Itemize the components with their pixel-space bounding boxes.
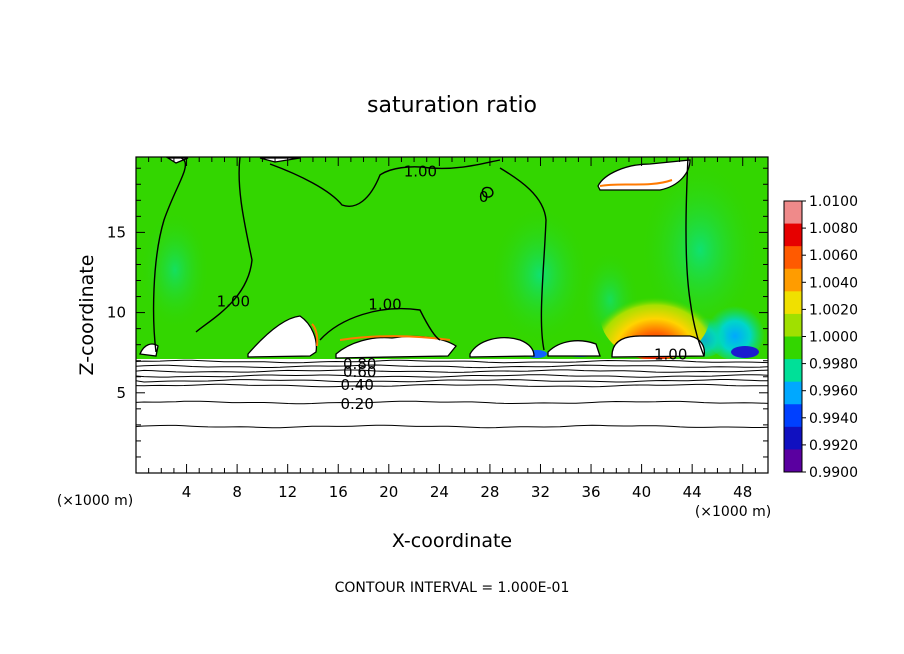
y-tick-label: 10 [107,304,126,322]
contour-label: 1.00 [217,292,250,310]
x-unit-right: (×1000 m) [695,504,771,520]
x-axis-ticks: 4 8 12 16 20 24 28 32 36 40 44 48 [148,157,756,501]
boundary-layer-fill [136,359,768,473]
y-tick-label: 15 [107,223,126,241]
contour-lines [152,157,705,357]
contour-label: 0 [479,188,489,206]
colorbar-swatch [784,201,802,225]
colorbar-swatch [784,381,802,405]
cloud-edge-orange [311,179,673,347]
boundary-layer-contour-line [136,383,768,388]
boundary-layer-contour-line [136,364,768,369]
colorbar: 1.0100 1.0080 1.0060 1.0040 1.0020 1.0000 0.99… [783,194,858,481]
x-axis-label: X-coordinate [392,530,512,552]
colorbar-swatch [784,223,802,247]
cloud-regions [139,157,706,359]
boundary-layer-contour-line [136,369,768,373]
colorbar-label: 0.9940 [809,411,858,427]
x-tick-label: 32 [531,483,550,501]
x-tick-label: 12 [278,483,297,501]
colorbar-swatch [784,246,802,270]
x-tick-label: 24 [430,483,449,501]
y-axis-ticks: 5 10 15 [107,167,768,458]
boundary-layer-contour-line [136,379,768,383]
colorbar-swatch [784,449,802,473]
colorbar-label: 1.0080 [809,221,858,237]
chart-title: saturation ratio [367,93,537,118]
colorbar-swatch [784,336,802,360]
boundary-layer-contours [136,359,768,429]
boundary-layer-contour-line [136,424,768,429]
colorbar-label: 1.0000 [809,330,858,346]
x-tick-label: 4 [182,483,192,501]
plot-area [136,157,768,473]
contour-label: 0.20 [340,395,373,413]
colorbar-label: 0.9960 [809,384,858,400]
x-unit-left: (×1000 m) [57,493,133,509]
contour-label: 0.40 [340,376,373,394]
x-tick-label: 36 [581,483,600,501]
x-tick-label: 40 [632,483,651,501]
x-tick-label: 28 [480,483,499,501]
colorbar-label: 1.0020 [809,302,858,318]
colorbar-label: 1.0060 [809,248,858,264]
x-tick-label: 16 [329,483,348,501]
colorbar-label: 0.9980 [809,357,858,373]
contour-label: 0.80 [343,355,376,373]
colorbar-swatch [784,426,802,450]
boundary-layer-contour-line [136,374,768,378]
colorbar-swatch [784,313,802,337]
colorbar-swatch [784,404,802,428]
contour-label: 1.00 [404,162,437,180]
boundary-layer-contour-line [136,359,768,364]
contour-label: 0.60 [343,363,376,381]
y-axis-label: Z-coordinate [76,255,98,376]
contour-label: 1.00 [654,345,687,363]
x-tick-label: 8 [232,483,242,501]
x-tick-label: 44 [683,483,702,501]
colorbar-label: 0.9920 [809,438,858,454]
colorbar-swatch [784,359,802,383]
colorbar-swatch [784,268,802,292]
colorbar-label: 0.9900 [809,465,858,481]
x-tick-label: 20 [379,483,398,501]
contour-labels: 1.00 0 1.00 1.00 1.00 0.800.600.400.20 [217,162,688,413]
x-tick-label: 48 [733,483,752,501]
colorbar-label: 1.0040 [809,275,858,291]
contour-interval-footer: CONTOUR INTERVAL = 1.000E-01 [335,580,570,596]
boundary-layer-contour-line [136,400,768,405]
colorbar-swatch [784,291,802,315]
y-tick-label: 5 [116,384,126,402]
colorbar-label: 1.0100 [809,194,858,210]
contour-label: 1.00 [368,296,401,314]
